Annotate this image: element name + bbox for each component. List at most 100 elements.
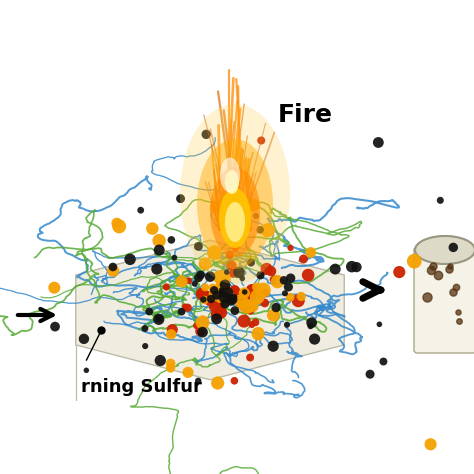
Text: Fire: Fire [277,103,332,127]
Point [331,265,339,273]
Point [228,262,235,269]
Point [273,278,281,285]
Point [453,283,460,291]
Point [225,294,232,302]
Point [217,295,225,303]
Point [109,263,117,271]
Point [261,299,269,307]
Point [217,298,225,306]
Point [204,292,211,299]
Point [219,287,227,294]
Point [141,342,149,350]
Polygon shape [210,240,344,330]
Point [228,296,236,303]
Point [445,265,452,273]
Point [247,259,255,266]
Point [155,237,163,245]
Ellipse shape [180,104,290,284]
Point [167,364,174,372]
Point [267,267,275,275]
Point [243,303,251,310]
Point [178,278,185,285]
Point [115,223,123,230]
Point [231,293,238,301]
Point [184,369,192,376]
Point [248,302,256,310]
Point [171,254,178,262]
Point [353,264,360,271]
Point [148,225,156,232]
Point [395,268,403,276]
Point [220,291,228,298]
Point [167,330,175,338]
Point [240,289,248,297]
Point [82,366,90,374]
Point [51,284,58,292]
Point [248,286,255,294]
Point [201,283,209,291]
Point [427,440,434,448]
Point [209,284,217,292]
Point [224,289,232,297]
Point [239,299,246,306]
Point [294,297,302,304]
Point [199,291,206,298]
Point [235,268,243,276]
Point [250,201,257,209]
Point [153,265,161,273]
Ellipse shape [415,236,474,264]
Point [231,307,238,314]
Point [219,290,227,298]
Point [224,290,231,297]
Point [221,281,229,289]
Point [311,335,319,343]
Point [223,291,230,298]
Ellipse shape [225,170,239,194]
Point [374,139,382,146]
Point [228,296,235,304]
Point [307,249,314,256]
Point [263,265,270,273]
Point [223,291,230,299]
Point [210,249,218,256]
Point [253,283,260,291]
Point [220,293,228,301]
Point [229,270,237,277]
Point [246,354,254,361]
Point [375,320,383,328]
Point [286,293,294,301]
Point [202,130,210,138]
Point [219,296,227,304]
Point [210,286,218,294]
Polygon shape [76,240,210,330]
Point [207,295,215,303]
Point [155,315,163,323]
Point [197,271,204,279]
Point [217,281,225,288]
Point [126,255,134,263]
Point [241,294,248,301]
Point [241,288,248,296]
Point [167,360,174,367]
Point [456,317,463,325]
Point [220,274,228,282]
Point [283,321,291,328]
Point [424,293,431,301]
Point [191,280,199,287]
Point [195,243,202,250]
Point [454,309,461,316]
Point [214,379,221,387]
Point [199,328,206,336]
Point [254,293,261,301]
Point [269,342,277,350]
Point [212,311,220,319]
Point [51,323,59,330]
Point [284,283,292,291]
Point [449,289,457,296]
Point [226,251,234,259]
Point [194,377,202,384]
Point [218,291,225,298]
Point [264,227,272,234]
Point [216,307,224,314]
Point [308,319,316,327]
